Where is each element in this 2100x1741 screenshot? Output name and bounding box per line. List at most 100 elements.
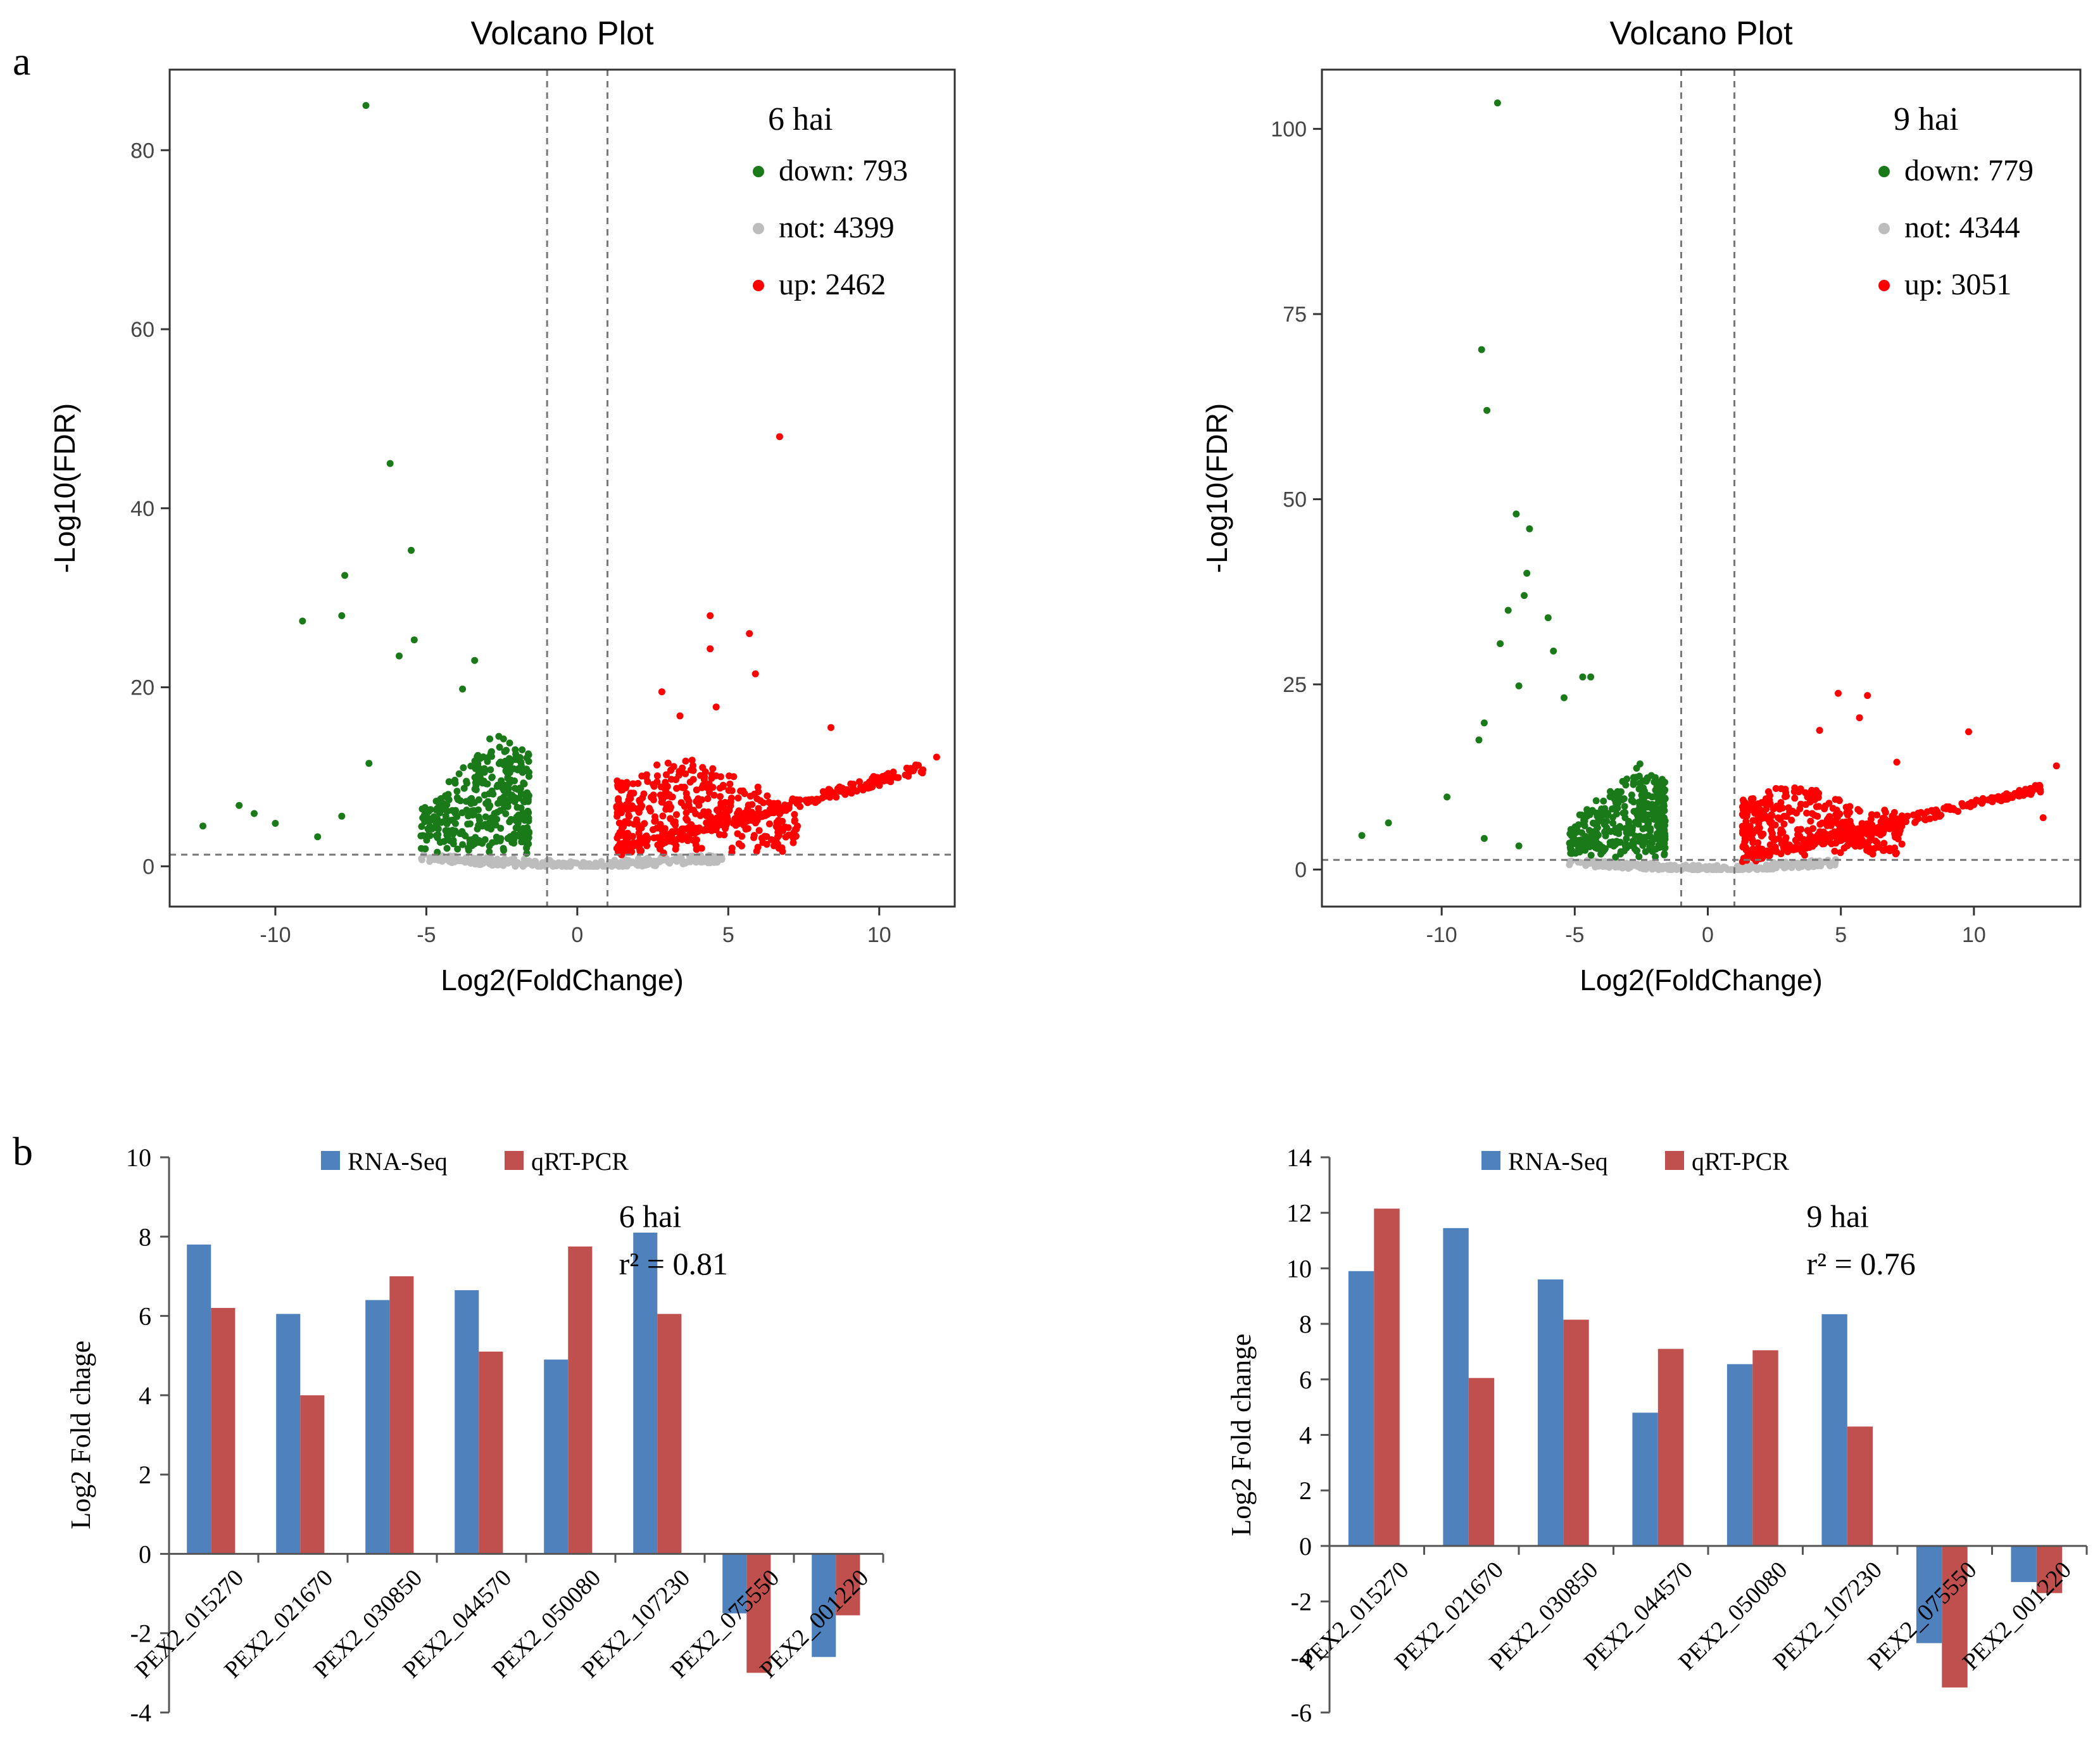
up-point — [1965, 728, 1972, 736]
bar-qrtpcr — [1942, 1545, 1968, 1688]
legend-swatch — [321, 1151, 340, 1170]
down-point — [454, 845, 462, 853]
up-point — [1754, 850, 1762, 857]
up-point — [2039, 814, 2047, 822]
bar-rnaseq — [365, 1300, 390, 1554]
down-point — [1600, 797, 1607, 805]
up-point — [685, 824, 693, 831]
bar-rnaseq — [455, 1290, 479, 1554]
up-point — [710, 791, 718, 799]
up-point — [1754, 844, 1762, 852]
y-tick-label: 8 — [1299, 1310, 1312, 1338]
bar-qrtpcr — [1752, 1350, 1778, 1546]
up-point — [693, 836, 700, 844]
up-point — [767, 836, 775, 843]
up-point — [657, 820, 664, 828]
down-point — [520, 780, 528, 788]
down-point — [1609, 819, 1617, 827]
up-point — [1762, 795, 1770, 803]
y-tick-label: 80 — [130, 139, 154, 163]
up-point — [662, 839, 669, 846]
up-point — [749, 814, 757, 822]
up-point — [1814, 794, 1822, 801]
up-point — [750, 832, 758, 839]
up-point — [2035, 783, 2042, 791]
down-point — [1579, 673, 1587, 681]
up-point — [1857, 840, 1864, 848]
up-point — [693, 786, 700, 794]
up-point — [1902, 818, 1909, 826]
bar-rnaseq — [1537, 1279, 1564, 1546]
down-point — [486, 735, 494, 743]
up-point — [623, 781, 631, 789]
down-point — [426, 832, 434, 839]
down-point — [1642, 848, 1649, 855]
legend-entry: not: 4399 — [779, 211, 895, 244]
down-point — [506, 818, 513, 826]
up-point — [679, 825, 687, 833]
up-point — [638, 847, 645, 855]
bar-qrtpcr — [657, 1314, 682, 1554]
up-point — [635, 808, 643, 816]
down-point — [1592, 820, 1599, 828]
up-point — [640, 790, 648, 798]
down-point — [437, 795, 444, 803]
up-point — [1844, 842, 1851, 850]
not-point — [590, 862, 598, 870]
up-point — [1782, 793, 1789, 800]
down-point — [420, 812, 428, 819]
down-point — [1515, 682, 1523, 689]
down-point — [512, 824, 520, 832]
up-point — [1749, 817, 1757, 824]
down-point — [525, 834, 532, 841]
up-point — [1777, 799, 1785, 807]
up-point — [755, 788, 762, 795]
y-tick-label: 10 — [126, 1143, 151, 1172]
bar-rnaseq — [1821, 1314, 1847, 1546]
up-point — [695, 795, 702, 803]
down-point — [1640, 795, 1647, 803]
up-point — [647, 807, 654, 815]
up-point — [1880, 839, 1888, 847]
y-axis-label: -Log10(FDR) — [1200, 403, 1233, 573]
up-point — [1864, 831, 1871, 838]
legend-entry: down: 779 — [1904, 154, 2034, 187]
not-point — [1649, 860, 1656, 867]
up-point — [1864, 839, 1872, 846]
up-point — [725, 787, 732, 794]
down-point — [462, 798, 470, 805]
not-point — [718, 856, 726, 864]
legend-swatch — [1481, 1151, 1500, 1170]
down-point — [1615, 830, 1623, 838]
up-point — [1766, 848, 1773, 855]
up-point — [1780, 843, 1787, 851]
y-tick-label: -2 — [130, 1619, 151, 1648]
down-point — [500, 846, 508, 854]
bar-qrtpcr — [1847, 1426, 1873, 1546]
down-point — [1633, 765, 1640, 772]
down-point — [484, 758, 491, 765]
down-point — [1480, 834, 1488, 842]
down-point — [1659, 788, 1666, 796]
down-point — [486, 842, 493, 850]
down-point — [475, 813, 482, 820]
up-point — [705, 781, 712, 788]
down-point — [425, 815, 433, 823]
y-tick-label: 4 — [139, 1381, 151, 1410]
down-point — [1629, 824, 1636, 831]
down-point — [1652, 804, 1660, 812]
down-point — [1583, 838, 1591, 846]
bar-qrtpcr — [1468, 1378, 1495, 1546]
up-point — [703, 812, 710, 820]
down-point — [488, 773, 496, 781]
up-point — [696, 812, 704, 819]
bar-qrtpcr — [300, 1395, 325, 1554]
down-point — [1385, 819, 1392, 827]
y-tick-label: 0 — [1295, 858, 1307, 883]
up-point — [1886, 845, 1894, 852]
down-point — [1623, 842, 1631, 850]
not-point — [650, 862, 658, 869]
up-point — [707, 612, 714, 619]
down-point — [1639, 825, 1647, 833]
down-point — [471, 657, 479, 664]
